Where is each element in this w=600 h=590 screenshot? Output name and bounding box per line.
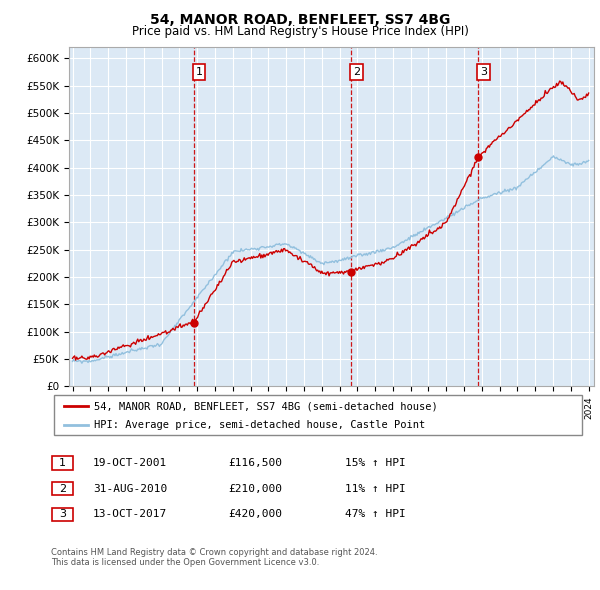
Text: 19-OCT-2001: 19-OCT-2001 bbox=[93, 458, 167, 468]
Text: £420,000: £420,000 bbox=[228, 510, 282, 519]
FancyBboxPatch shape bbox=[54, 395, 582, 435]
Text: 13-OCT-2017: 13-OCT-2017 bbox=[93, 510, 167, 519]
Text: Contains HM Land Registry data © Crown copyright and database right 2024.
This d: Contains HM Land Registry data © Crown c… bbox=[51, 548, 377, 567]
Text: 11% ↑ HPI: 11% ↑ HPI bbox=[345, 484, 406, 493]
Text: 54, MANOR ROAD, BENFLEET, SS7 4BG (semi-detached house): 54, MANOR ROAD, BENFLEET, SS7 4BG (semi-… bbox=[94, 401, 437, 411]
Text: 3: 3 bbox=[480, 67, 487, 77]
Text: 1: 1 bbox=[59, 458, 66, 468]
Text: 15% ↑ HPI: 15% ↑ HPI bbox=[345, 458, 406, 468]
Text: 1: 1 bbox=[196, 67, 202, 77]
Text: 2: 2 bbox=[59, 484, 66, 493]
Text: 47% ↑ HPI: 47% ↑ HPI bbox=[345, 510, 406, 519]
Text: £116,500: £116,500 bbox=[228, 458, 282, 468]
FancyBboxPatch shape bbox=[52, 456, 73, 470]
Text: 31-AUG-2010: 31-AUG-2010 bbox=[93, 484, 167, 493]
Text: 54, MANOR ROAD, BENFLEET, SS7 4BG: 54, MANOR ROAD, BENFLEET, SS7 4BG bbox=[150, 13, 450, 27]
Text: 2: 2 bbox=[353, 67, 361, 77]
Text: HPI: Average price, semi-detached house, Castle Point: HPI: Average price, semi-detached house,… bbox=[94, 419, 425, 430]
Text: Price paid vs. HM Land Registry's House Price Index (HPI): Price paid vs. HM Land Registry's House … bbox=[131, 25, 469, 38]
Text: 3: 3 bbox=[59, 510, 66, 519]
FancyBboxPatch shape bbox=[52, 507, 73, 522]
Text: £210,000: £210,000 bbox=[228, 484, 282, 493]
FancyBboxPatch shape bbox=[52, 481, 73, 496]
